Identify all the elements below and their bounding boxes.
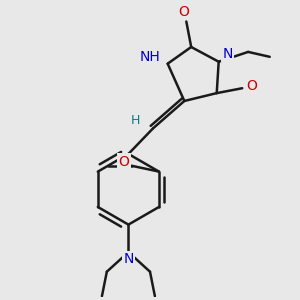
Text: H: H <box>130 114 140 127</box>
Text: N: N <box>123 252 134 266</box>
Text: NH: NH <box>140 50 161 64</box>
Text: N: N <box>223 47 233 61</box>
Text: O: O <box>118 155 129 169</box>
Text: O: O <box>247 79 257 93</box>
Text: O: O <box>178 5 189 19</box>
